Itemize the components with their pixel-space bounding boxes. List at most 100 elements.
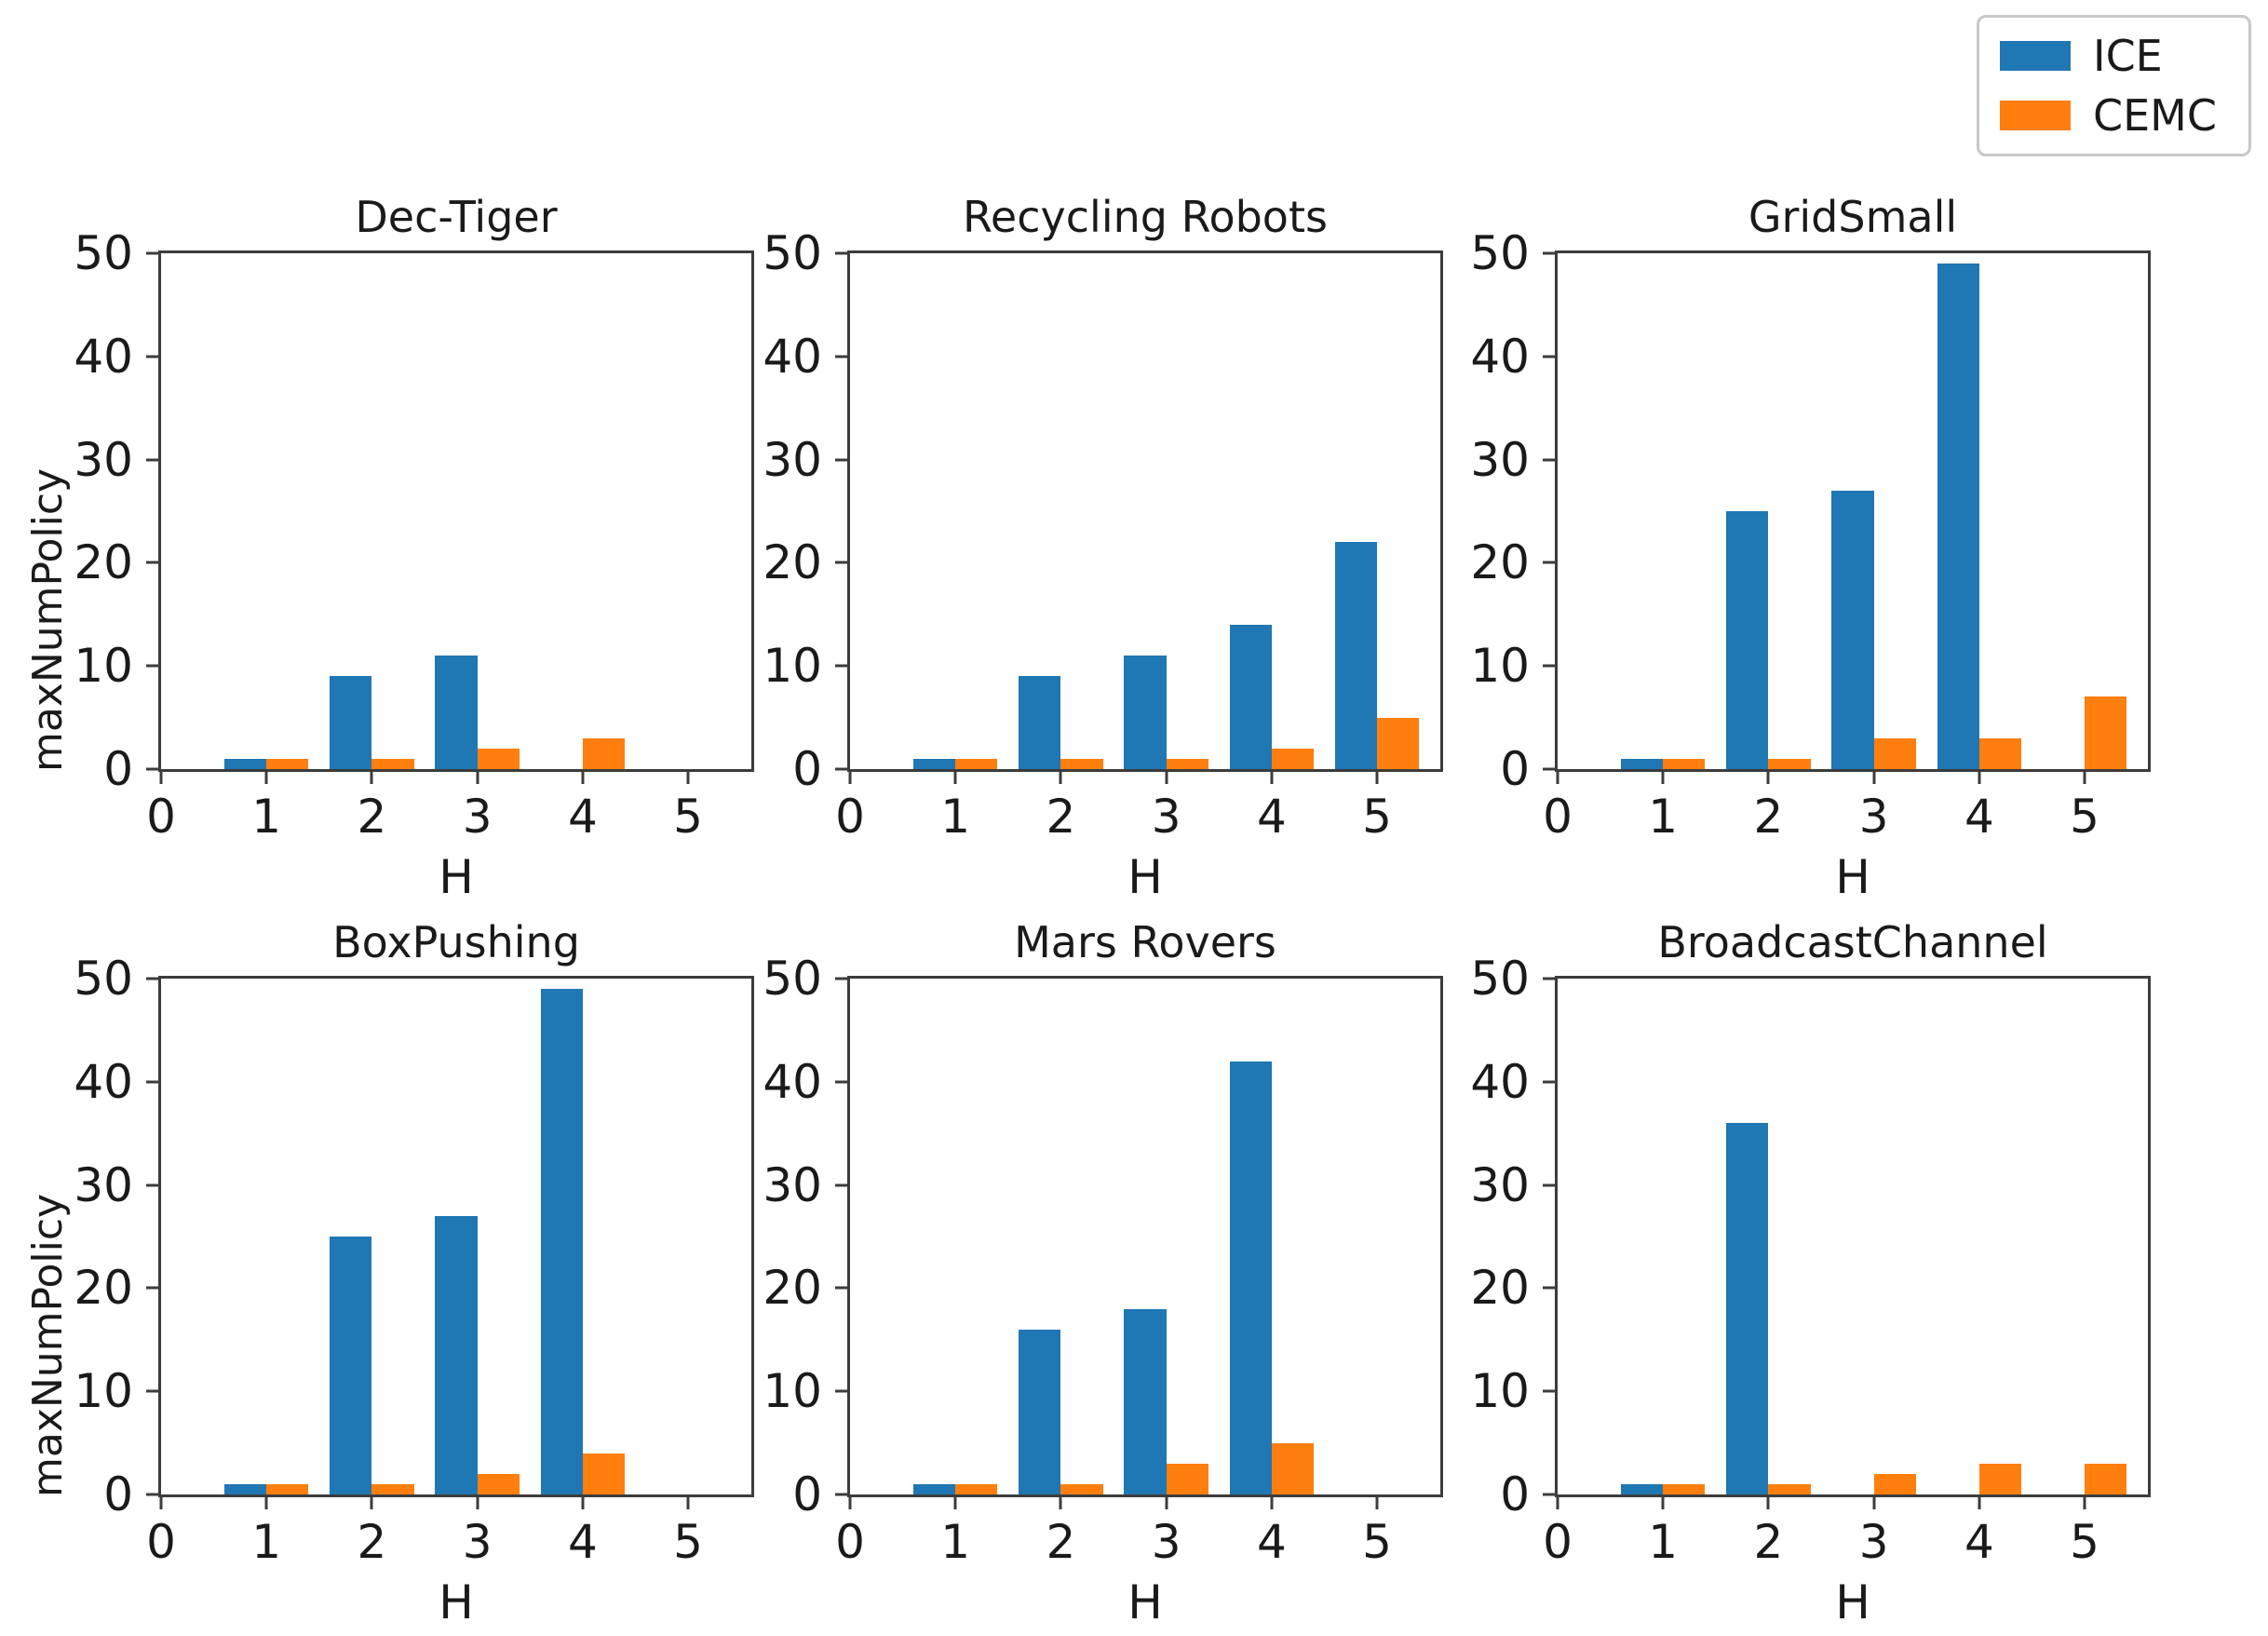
x-tick-label: 4	[1256, 790, 1287, 844]
y-tick-mark	[835, 251, 850, 255]
x-tick-label: 0	[146, 790, 176, 844]
y-tick-mark	[835, 1080, 850, 1084]
y-tick-mark	[1543, 561, 1558, 564]
y-tick-mark	[1543, 1389, 1558, 1393]
x-tick-label: 4	[567, 790, 598, 844]
y-tick-label: 30	[1470, 1157, 1530, 1212]
subplot-dec-tiger: maxNumPolicy Dec-Tiger 0 10 20 30 40 50 0 1 2 3 4 5 H	[19, 191, 754, 916]
subplot-broadcastchannel: BroadcastChannel 0 10 20 30 40 50 0 1 2 3 4 5 H	[1462, 916, 2169, 1636]
x-tick-mark	[159, 769, 163, 784]
bar-cemc-h2	[371, 758, 414, 769]
bar-cemc-h3	[477, 748, 520, 769]
y-tick-mark	[146, 664, 161, 668]
y-tick-label: 40	[763, 1054, 822, 1109]
y-tick-mark	[835, 1493, 850, 1496]
y-tick-label: 50	[1470, 226, 1530, 280]
x-tick-label: 2	[357, 1515, 387, 1569]
x-tick-mark	[848, 769, 852, 784]
y-tick-mark	[1543, 977, 1558, 980]
x-tick-mark	[1872, 769, 1876, 784]
subplot-boxpushing: maxNumPolicy BoxPushing 0 10 20 30 40 50 0 1 2 3 4 5 H	[19, 916, 754, 1636]
x-tick-mark	[1059, 769, 1062, 784]
y-tick-mark	[146, 355, 161, 358]
y-tick-label: 0	[103, 742, 133, 796]
legend-item-ice: ICE	[2000, 34, 2217, 77]
y-tick-mark	[146, 1286, 161, 1290]
x-tick-mark	[1556, 769, 1559, 784]
bar-ice-h3	[1124, 1308, 1167, 1494]
x-tick-label: 5	[2070, 1515, 2099, 1569]
bar-cemc-h3	[1873, 737, 1916, 769]
bar-ice-h2	[1019, 676, 1061, 769]
bar-ice-h3	[435, 656, 478, 769]
x-tick-label: 5	[1362, 1515, 1392, 1569]
x-tick-mark	[370, 769, 373, 784]
legend-swatch-ice	[2000, 41, 2071, 71]
y-tick-mark	[146, 458, 161, 462]
y-tick-label: 40	[1470, 329, 1530, 384]
bar-ice-h4	[1229, 624, 1272, 769]
y-tick-label: 30	[74, 432, 133, 487]
x-tick-label: 3	[1858, 1515, 1889, 1569]
x-tick-label: 3	[462, 1515, 493, 1569]
bar-cemc-h3	[477, 1473, 520, 1494]
y-tick-label: 10	[1470, 1364, 1530, 1419]
bar-cemc-h1	[1663, 1483, 1706, 1494]
x-tick-label: 0	[1543, 790, 1573, 844]
bar-cemc-h5	[2085, 696, 2127, 769]
x-tick-mark	[159, 1494, 163, 1509]
x-tick-mark	[1766, 769, 1770, 784]
x-tick-mark	[1556, 1494, 1559, 1509]
bar-ice-h1	[912, 758, 956, 769]
bar-cemc-h2	[1768, 1483, 1811, 1494]
bar-cemc-h2	[371, 1483, 414, 1494]
bar-cemc-h2	[1060, 758, 1103, 769]
legend: ICE CEMC	[1977, 15, 2251, 156]
x-tick-mark	[1270, 769, 1274, 784]
x-tick-mark	[1661, 769, 1665, 784]
x-tick-label: 4	[567, 1515, 598, 1569]
x-tick-mark	[686, 1494, 690, 1509]
x-tick-label: 3	[462, 790, 493, 844]
x-tick-mark	[370, 1494, 373, 1509]
x-tick-mark	[581, 769, 585, 784]
x-tick-label: 1	[251, 790, 282, 844]
x-tick-label: 3	[1151, 790, 1181, 844]
x-axis-label: H	[1127, 850, 1163, 904]
x-tick-mark	[1375, 769, 1379, 784]
chart-broadcastchannel: BroadcastChannel 0 10 20 30 40 50 0 1 2 3 4 5 H	[1470, 916, 2169, 1629]
bar-cemc-h1	[266, 1483, 309, 1494]
y-tick-label: 20	[1470, 535, 1530, 590]
y-tick-label: 0	[792, 742, 822, 796]
x-tick-label: 1	[940, 1515, 971, 1569]
x-tick-mark	[848, 1494, 852, 1509]
y-tick-mark	[1543, 1286, 1558, 1290]
bar-cemc-h3	[1166, 758, 1208, 769]
bar-ice-h1	[223, 758, 267, 769]
subplot-title: Mars Rovers	[1014, 917, 1276, 967]
x-tick-mark	[1165, 769, 1168, 784]
x-tick-label: 1	[251, 1515, 282, 1569]
x-tick-label: 0	[1543, 1515, 1573, 1569]
x-tick-label: 1	[1648, 790, 1679, 844]
bar-ice-h4	[1229, 1061, 1272, 1494]
x-tick-mark	[1872, 1494, 1876, 1509]
y-tick-mark	[1543, 664, 1558, 668]
y-tick-mark	[146, 1493, 161, 1496]
bar-ice-h1	[223, 1483, 267, 1494]
x-tick-label: 2	[1046, 790, 1076, 844]
x-tick-mark	[1375, 1494, 1379, 1509]
x-tick-mark	[1270, 1494, 1274, 1509]
legend-label-cemc: CEMC	[2093, 90, 2217, 141]
legend-item-cemc: CEMC	[2000, 94, 2217, 137]
bar-cemc-h4	[582, 737, 626, 769]
subplot-title: BoxPushing	[332, 917, 580, 967]
chart-dec-tiger: Dec-Tiger 0 10 20 30 40 50 0 1 2 3 4 5 H	[74, 191, 754, 904]
bar-ice-h2	[1726, 1123, 1769, 1494]
chart-boxpushing: BoxPushing 0 10 20 30 40 50 0 1 2 3 4 5 H	[74, 916, 754, 1629]
bar-ice-h3	[435, 1215, 478, 1494]
x-tick-label: 0	[835, 1515, 865, 1569]
x-tick-label: 4	[1256, 1515, 1287, 1569]
x-tick-mark	[264, 769, 268, 784]
y-tick-label: 0	[103, 1467, 133, 1521]
